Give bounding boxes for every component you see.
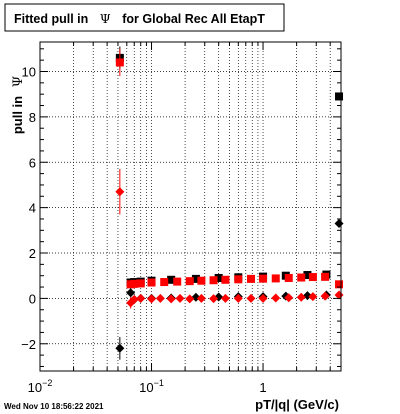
data-point-square — [136, 279, 145, 288]
x-tick-label-exponent: −2 — [42, 378, 52, 388]
data-point-square — [185, 277, 194, 286]
x-tick-label-base: 10 — [139, 380, 153, 395]
data-point-diamond — [166, 294, 176, 304]
data-point-diamond — [196, 293, 206, 303]
data-point-diamond — [302, 291, 312, 301]
data-point-square — [147, 278, 156, 287]
x-tick-label-exponent: −1 — [154, 378, 164, 388]
data-point-square — [234, 275, 243, 284]
x-tick-label: 10−1 — [139, 378, 164, 395]
data-point-square — [335, 280, 344, 289]
title-prefix: Fitted pull in — [14, 12, 88, 26]
data-point-diamond — [296, 292, 306, 302]
data-point-diamond — [129, 295, 139, 305]
data-point-diamond — [126, 288, 136, 298]
chart-title: Fitted pull in Ψ for Global Rec All Etap… — [14, 11, 265, 26]
data-point-diamond — [175, 293, 185, 303]
data-point-square — [271, 274, 280, 283]
data-point-square — [209, 276, 218, 285]
data-point-diamond — [233, 293, 243, 303]
data-point-diamond — [115, 343, 125, 353]
data-point-square — [130, 279, 139, 288]
data-point-square — [115, 58, 124, 67]
data-point-square — [308, 273, 317, 282]
data-point-square — [197, 276, 206, 285]
data-point-diamond — [115, 187, 125, 197]
y-axis-title: pull in Ψ — [10, 76, 26, 134]
data-point-diamond — [258, 293, 268, 303]
x-tick-label-base: 1 — [259, 380, 266, 395]
data-point-square — [173, 277, 182, 286]
x-tick-label: 1 — [259, 380, 266, 395]
x-axis-title: pT/|q| (GeV/c) — [255, 397, 339, 412]
title-box — [4, 3, 285, 32]
data-point-square — [259, 274, 268, 283]
data-point-diamond — [246, 293, 256, 303]
y-axis-title-prefix: pull in — [10, 96, 25, 134]
data-point-square — [297, 273, 306, 282]
data-point-square — [221, 275, 230, 284]
x-tick-label-base: 10 — [28, 380, 42, 395]
data-marks — [115, 46, 344, 360]
data-point-square — [335, 92, 344, 101]
y-axis-psi-symbol: Ψ — [11, 76, 26, 87]
y-tick-label: 4 — [29, 201, 36, 216]
y-tick-label: 6 — [29, 155, 36, 170]
data-point-square — [247, 274, 256, 283]
plot-frame — [39, 41, 342, 372]
data-point-square — [303, 271, 312, 280]
data-point-diamond — [320, 291, 330, 301]
data-point-square — [191, 274, 200, 283]
y-tick-label: −2 — [21, 337, 36, 352]
data-point-square — [321, 272, 330, 281]
data-point-diamond — [220, 293, 230, 303]
data-point-square — [160, 278, 169, 287]
data-point-square — [284, 273, 293, 282]
x-tick-label: 10−2 — [28, 378, 53, 395]
title-psi-symbol: Ψ — [100, 11, 111, 26]
title-suffix: for Global Rec All EtapT — [122, 12, 265, 26]
y-tick-label: 10 — [22, 64, 36, 79]
data-point-diamond — [136, 293, 146, 303]
data-point-diamond — [334, 219, 344, 229]
data-point-diamond — [271, 293, 281, 303]
grid — [40, 42, 342, 371]
data-point-square — [167, 275, 176, 284]
data-point-square — [214, 273, 223, 282]
data-point-diamond — [185, 294, 195, 304]
data-point-diamond — [308, 292, 318, 302]
data-point-diamond — [209, 294, 219, 304]
data-point-diamond — [284, 293, 294, 303]
data-point-diamond — [147, 294, 157, 304]
timestamp: Wed Nov 10 18:56:22 2021 — [4, 402, 104, 411]
y-tick-label: 0 — [29, 291, 36, 306]
y-tick-label: 2 — [29, 246, 36, 261]
data-point-diamond — [155, 293, 165, 303]
y-tick-label: 8 — [29, 110, 36, 125]
